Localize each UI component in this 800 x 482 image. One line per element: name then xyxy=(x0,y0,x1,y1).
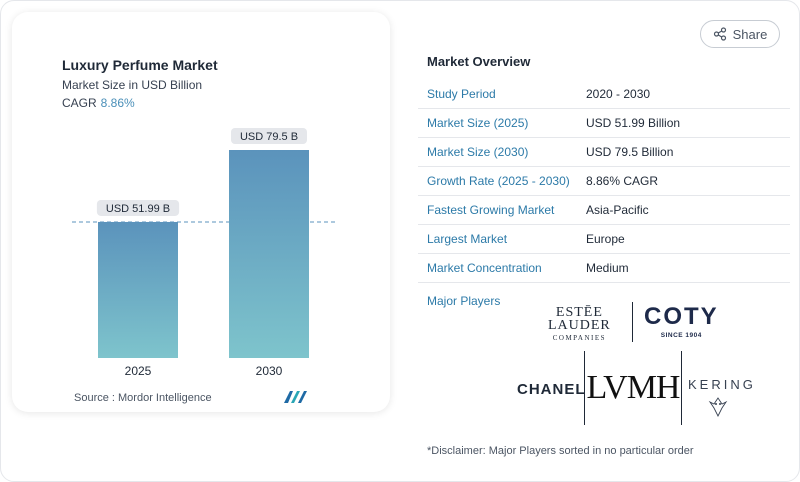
overview-value: Europe xyxy=(586,232,625,246)
overview-value: USD 79.5 Billion xyxy=(586,145,674,159)
category-label: 2025 xyxy=(125,364,152,378)
data-label: USD 51.99 B xyxy=(106,203,170,215)
chanel-logo: CHANEL xyxy=(517,381,586,398)
overview-value: Medium xyxy=(586,261,629,275)
data-label-bg xyxy=(231,128,307,144)
logo-divider xyxy=(632,302,633,342)
overview-key: Study Period xyxy=(427,87,496,101)
cagr-value: 8.86% xyxy=(100,96,135,110)
bar-chart: USD 51.99 B 2025 USD 79.5 B 2030 xyxy=(72,128,338,378)
overview-value: Asia-Pacific xyxy=(586,203,649,217)
overview-row: Fastest Growing Market Asia-Pacific xyxy=(418,196,790,225)
overview-key: Fastest Growing Market xyxy=(427,203,555,217)
major-players-label: Major Players xyxy=(427,294,501,308)
overview-row: Market Size (2025) USD 51.99 Billion xyxy=(418,109,790,138)
overview-row: Market Size (2030) USD 79.5 Billion xyxy=(418,138,790,167)
overview-value: 2020 - 2030 xyxy=(586,87,651,101)
mordor-intelligence-logo-icon xyxy=(284,391,307,403)
lvmh-logo: LVMH xyxy=(584,351,682,425)
kering-owl-icon xyxy=(708,397,728,418)
share-button[interactable]: Share xyxy=(700,20,780,48)
overview-value: 8.86% CAGR xyxy=(586,174,659,188)
overview-key: Market Size (2025) xyxy=(427,116,529,130)
overview-key: Growth Rate (2025 - 2030) xyxy=(427,174,570,188)
overview-row: Largest Market Europe xyxy=(418,225,790,254)
share-label: Share xyxy=(732,26,768,42)
cagr-label: CAGR xyxy=(62,96,97,110)
estee-lauder-logo: ESTĒE LAUDER COMPANIES xyxy=(548,305,611,343)
kering-logo: KERING xyxy=(688,377,756,392)
overview-row: Growth Rate (2025 - 2030) 8.86% CAGR xyxy=(418,167,790,196)
bar-2025 xyxy=(98,221,178,358)
overview-key: Largest Market xyxy=(427,232,508,246)
source-text: Source : Mordor Intelligence xyxy=(74,392,212,404)
bar-2030 xyxy=(229,150,309,358)
overview-row: Market Concentration Medium xyxy=(418,254,790,283)
disclaimer-text: *Disclaimer: Major Players sorted in no … xyxy=(427,445,694,457)
chart-subtitle: Market Size in USD Billion xyxy=(62,78,203,92)
overview-title: Market Overview xyxy=(427,54,531,69)
data-label: USD 79.5 B xyxy=(240,131,298,143)
share-icon xyxy=(713,27,726,41)
overview-key: Market Concentration xyxy=(427,261,542,275)
overview-value: USD 51.99 Billion xyxy=(586,116,681,130)
chart-card xyxy=(12,12,390,412)
category-label: 2030 xyxy=(256,364,283,378)
data-label-bg xyxy=(96,199,180,216)
coty-logo: COTY SINCE 1904 xyxy=(644,303,719,339)
overview-row: Study Period 2020 - 2030 xyxy=(418,80,790,109)
overview-table: Study Period 2020 - 2030 Market Size (202… xyxy=(418,80,790,283)
cagr-line: CAGR 8.86% xyxy=(62,96,135,110)
chart-title: Luxury Perfume Market xyxy=(62,57,218,73)
overview-key: Market Size (2030) xyxy=(427,145,529,159)
